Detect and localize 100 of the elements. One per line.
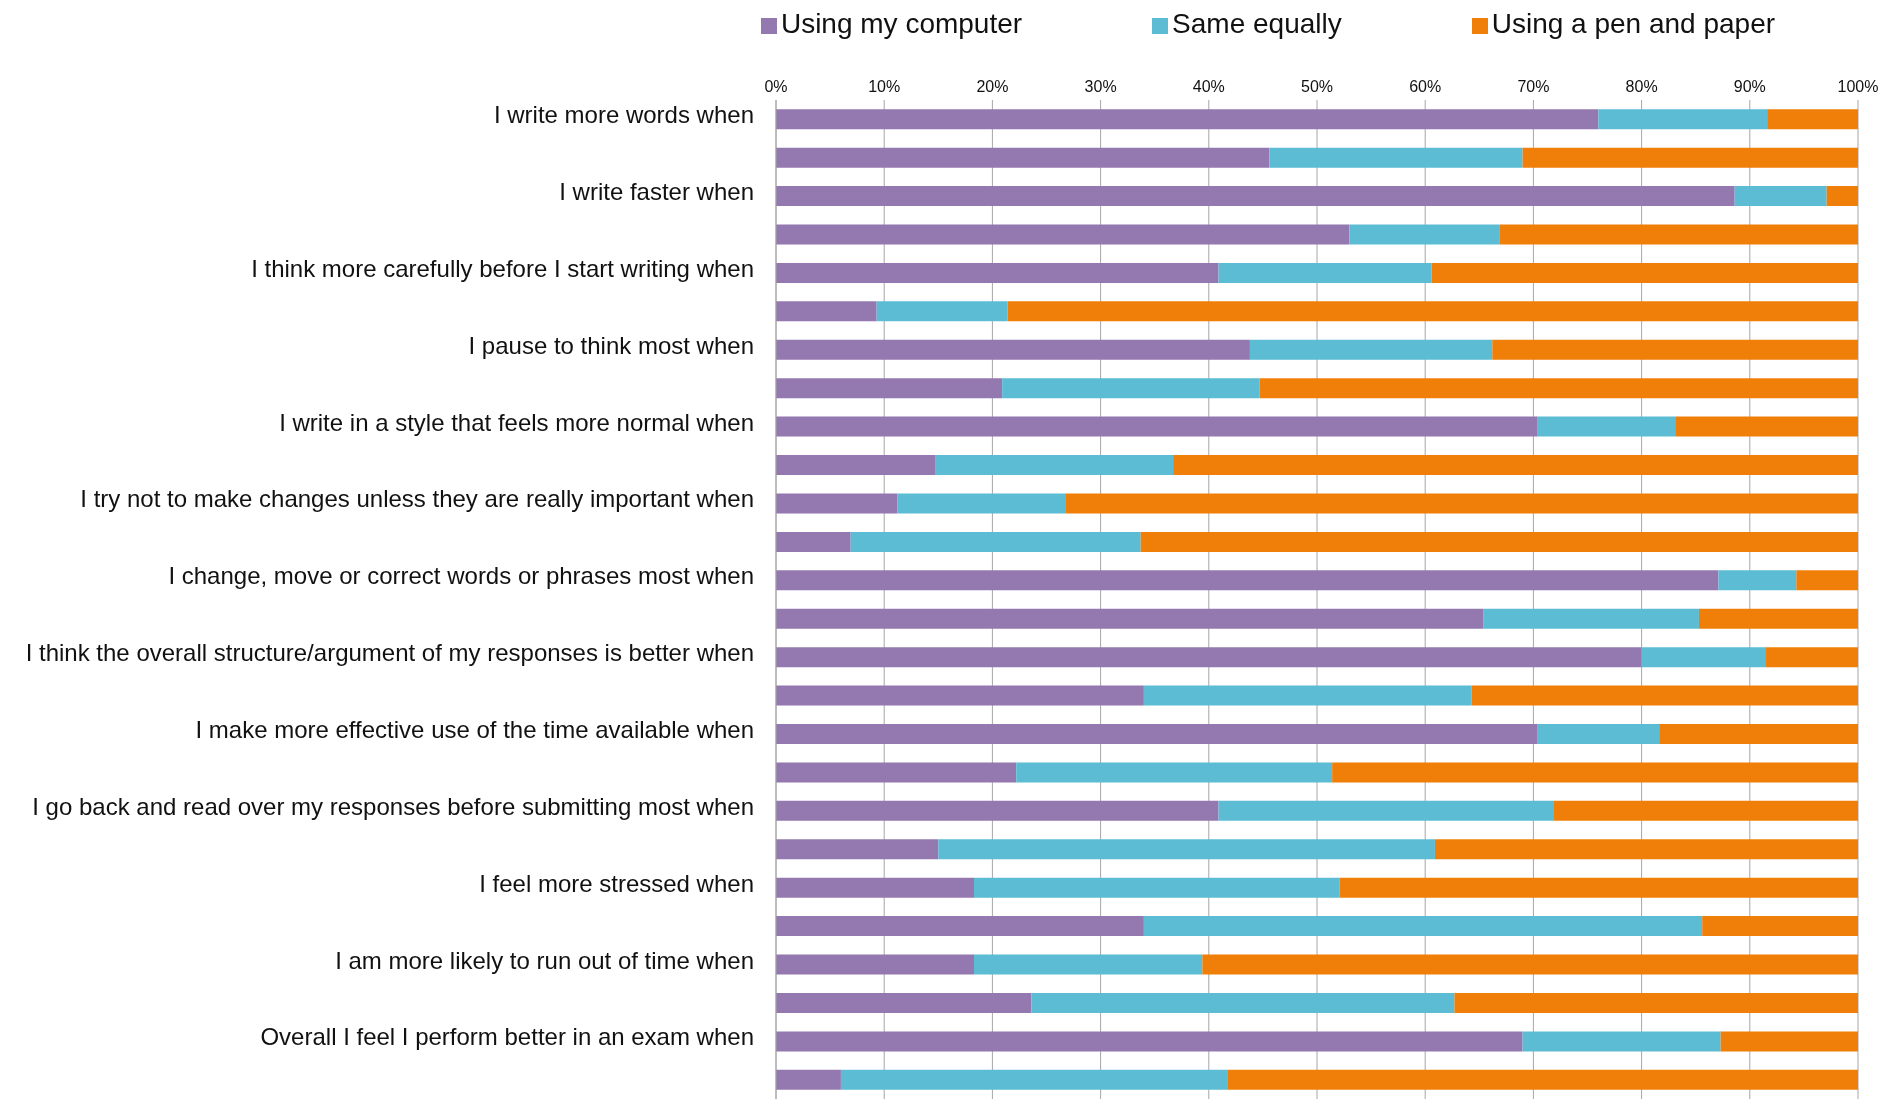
bar bbox=[776, 685, 1144, 706]
bar bbox=[1720, 1031, 1858, 1052]
bar bbox=[1826, 186, 1858, 207]
x-tick-label: 50% bbox=[1300, 78, 1334, 95]
bar bbox=[1259, 378, 1858, 399]
bar bbox=[1499, 224, 1858, 245]
bar bbox=[1522, 1031, 1721, 1052]
bar bbox=[1202, 954, 1858, 975]
bar bbox=[1173, 455, 1858, 476]
bar bbox=[1471, 685, 1858, 706]
bar bbox=[776, 493, 898, 514]
y-tick-label: I think the overall structure/argument of my responses is better when bbox=[25, 639, 754, 667]
bar bbox=[776, 916, 1144, 937]
bar bbox=[1734, 186, 1827, 207]
bar bbox=[938, 839, 1435, 860]
y-tick-label: I make more effective use of the time available when bbox=[195, 715, 754, 743]
bar bbox=[876, 301, 1008, 322]
bar bbox=[1598, 109, 1768, 130]
bar bbox=[776, 954, 975, 975]
bar bbox=[1249, 339, 1493, 360]
bar bbox=[776, 378, 1003, 399]
bar bbox=[1002, 378, 1260, 399]
bar bbox=[1007, 301, 1858, 322]
bar bbox=[776, 839, 939, 860]
bar bbox=[776, 762, 1017, 783]
y-tick-label: I go back and read over my responses before submitting most when bbox=[32, 792, 754, 820]
bar bbox=[776, 339, 1250, 360]
bar bbox=[1218, 262, 1432, 283]
bar bbox=[974, 954, 1203, 975]
bar bbox=[776, 1031, 1523, 1052]
bar bbox=[840, 1069, 1228, 1090]
bar bbox=[1349, 224, 1500, 245]
bar bbox=[1767, 109, 1858, 130]
bar bbox=[776, 992, 1032, 1013]
bar bbox=[1718, 570, 1797, 591]
x-tick-label: 0% bbox=[764, 78, 788, 95]
y-tick-label: I write in a style that feels more normal when bbox=[279, 408, 754, 436]
bar bbox=[1434, 839, 1858, 860]
bar bbox=[1143, 685, 1472, 706]
x-tick-label: 60% bbox=[1409, 78, 1442, 95]
bar bbox=[776, 608, 1484, 629]
y-tick-label: I pause to think most when bbox=[468, 331, 754, 359]
bar bbox=[776, 109, 1599, 130]
bar bbox=[776, 570, 1719, 591]
bar bbox=[1659, 723, 1858, 744]
bar bbox=[1227, 1069, 1858, 1090]
x-tick-label: 100% bbox=[1837, 78, 1879, 95]
bar bbox=[1698, 608, 1858, 629]
bar bbox=[776, 877, 975, 898]
bar bbox=[1218, 800, 1554, 821]
bar bbox=[776, 186, 1735, 207]
bar bbox=[1702, 916, 1858, 937]
x-tick-label: 70% bbox=[1517, 78, 1550, 95]
y-tick-label: I feel more stressed when bbox=[479, 869, 754, 897]
bar bbox=[1641, 647, 1767, 668]
bar bbox=[1140, 531, 1858, 552]
bar bbox=[776, 224, 1350, 245]
bar bbox=[1675, 416, 1858, 437]
bar bbox=[897, 493, 1066, 514]
bar bbox=[1492, 339, 1858, 360]
bar bbox=[1269, 147, 1523, 168]
bar bbox=[1537, 416, 1676, 437]
bar bbox=[1339, 877, 1858, 898]
y-tick-label: I change, move or correct words or phrases most when bbox=[168, 562, 754, 590]
bar bbox=[1031, 992, 1455, 1013]
bar bbox=[776, 455, 936, 476]
bar bbox=[776, 531, 851, 552]
bar bbox=[1553, 800, 1858, 821]
bar bbox=[1522, 147, 1858, 168]
bar bbox=[776, 800, 1219, 821]
y-tick-label: I think more carefully before I start writing when bbox=[251, 254, 754, 282]
legend-label: Using my computer bbox=[780, 8, 1023, 39]
bar bbox=[776, 647, 1642, 668]
bar bbox=[1796, 570, 1858, 591]
y-tick-label: I am more likely to run out of time when bbox=[335, 946, 754, 974]
bar bbox=[776, 301, 877, 322]
bar bbox=[1454, 992, 1858, 1013]
bar bbox=[1016, 762, 1333, 783]
x-tick-label: 90% bbox=[1733, 78, 1766, 95]
x-tick-label: 40% bbox=[1192, 78, 1225, 95]
x-tick-label: 80% bbox=[1625, 78, 1658, 95]
legend-label: Using a pen and paper bbox=[1491, 8, 1776, 39]
bar bbox=[1332, 762, 1858, 783]
bar bbox=[776, 147, 1270, 168]
bar bbox=[974, 877, 1340, 898]
bar bbox=[1537, 723, 1660, 744]
bar bbox=[776, 1069, 841, 1090]
y-tick-label: I write faster when bbox=[559, 178, 754, 206]
legend-label: Same equally bbox=[1172, 8, 1342, 39]
bar bbox=[1143, 916, 1703, 937]
bar bbox=[776, 416, 1538, 437]
bar bbox=[1766, 647, 1858, 668]
y-tick-label: Overall I feel I perform better in an exam when bbox=[260, 1023, 754, 1051]
bar bbox=[850, 531, 1141, 552]
x-tick-label: 10% bbox=[868, 78, 901, 95]
bar bbox=[935, 455, 1174, 476]
x-tick-label: 20% bbox=[976, 78, 1009, 95]
y-tick-label: I try not to make changes unless they are really important when bbox=[80, 485, 754, 513]
bar bbox=[1431, 262, 1858, 283]
bar bbox=[776, 723, 1538, 744]
